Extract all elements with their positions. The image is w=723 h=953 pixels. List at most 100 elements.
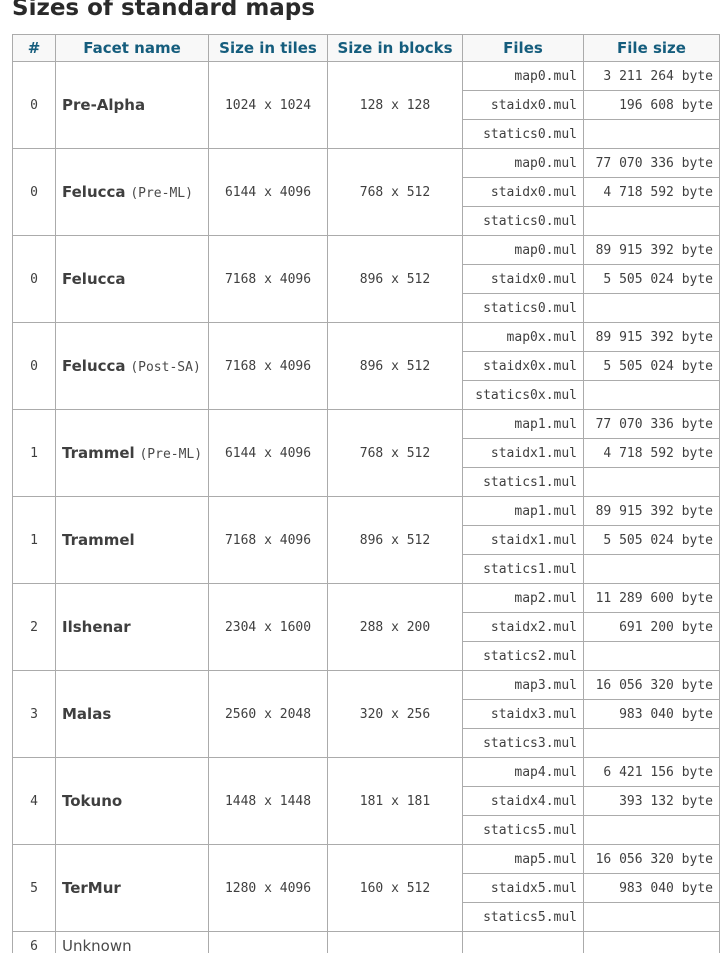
file-size-cell: 3 211 264 byte: [583, 61, 720, 92]
file-size-cell: 983 040 byte: [583, 699, 720, 730]
file-name-cell: map0.mul: [462, 235, 584, 266]
facet-subrow: 0 Pre-Alpha 1024 x 1024 128 x 128 map0.mul 3 …: [12, 61, 720, 150]
facet-subrow: statics0.mul: [13, 119, 720, 150]
facet-number-cell: 0: [12, 235, 56, 324]
facet-number-cell: 1: [12, 496, 56, 585]
facet-subrow: statics1.mul: [13, 554, 720, 585]
file-size-cell: 16 056 320 byte: [583, 844, 720, 875]
size-in-tiles-cell: [208, 931, 328, 953]
facet-subrow: 0 Felucca 7168 x 4096 896 x 512 map0.mul 89 9…: [12, 235, 720, 324]
facet-number-cell: 4: [12, 757, 56, 846]
facet-name-cell: Trammel (Pre-ML): [55, 409, 209, 498]
size-in-blocks-cell: 896 x 512: [327, 496, 463, 585]
file-size-cell: [583, 467, 720, 498]
file-name-cell: staidx0.mul: [462, 177, 584, 208]
facet-name-cell: Pre-Alpha: [55, 61, 209, 150]
facet-number-cell: 5: [12, 844, 56, 933]
header-files: Files: [462, 34, 584, 63]
size-in-blocks-cell: [327, 931, 463, 953]
size-in-blocks-cell: 768 x 512: [327, 148, 463, 237]
facet-subrow: 1 Trammel 7168 x 4096 896 x 512 map1.mul 89 9…: [12, 496, 720, 585]
facet-subrow: staidx0.mul 5 505 024 byte: [13, 264, 720, 295]
file-name-cell: staidx1.mul: [462, 525, 584, 556]
file-size-cell: [583, 641, 720, 672]
facet-subrow: staidx0.mul 4 718 592 byte: [13, 177, 720, 208]
file-size-cell: [583, 902, 720, 933]
facet-subrow: 3 Malas 2560 x 2048 320 x 256 map3.mul 16 056…: [12, 670, 720, 759]
header-facet-name: Facet name: [55, 34, 209, 63]
facet-subrow: staidx5.mul 983 040 byte: [13, 873, 720, 904]
file-size-cell: [583, 206, 720, 237]
file-name-cell: statics3.mul: [462, 728, 584, 759]
size-in-blocks-cell: 320 x 256: [327, 670, 463, 759]
size-in-blocks-cell: 896 x 512: [327, 235, 463, 324]
facet-subrow: statics2.mul: [13, 641, 720, 672]
size-in-tiles-cell: 2304 x 1600: [208, 583, 328, 672]
file-size-cell: [583, 380, 720, 411]
file-size-cell: 77 070 336 byte: [583, 148, 720, 179]
facet-name-cell: Malas: [55, 670, 209, 759]
facet-name: TerMur: [62, 879, 121, 898]
size-in-tiles-cell: 1448 x 1448: [208, 757, 328, 846]
file-size-cell: 89 915 392 byte: [583, 496, 720, 527]
page-title: Sizes of standard maps: [12, 0, 315, 21]
file-name-cell: statics1.mul: [462, 554, 584, 585]
file-name-cell: map1.mul: [462, 496, 584, 527]
table-header-row: # Facet name Size in tiles Size in block…: [12, 34, 720, 63]
facet-name-cell: Ilshenar: [55, 583, 209, 672]
facet-note: (Pre-ML): [130, 186, 193, 202]
facet-name-cell: TerMur: [55, 844, 209, 933]
facet-subrow: staidx1.mul 4 718 592 byte: [13, 438, 720, 469]
size-in-blocks-cell: 896 x 512: [327, 322, 463, 411]
facet-subrow: 1 Trammel (Pre-ML) 6144 x 4096 768 x 512 map…: [12, 409, 720, 498]
facet-name: Unknown: [62, 937, 132, 953]
facet-subrow: 0 Felucca (Pre-ML) 6144 x 4096 768 x 512 map…: [12, 148, 720, 237]
facet-subrow: staidx1.mul 5 505 024 byte: [13, 525, 720, 556]
facet-name: Felucca: [62, 270, 126, 289]
size-in-blocks-cell: 181 x 181: [327, 757, 463, 846]
header-size-in-blocks: Size in blocks: [327, 34, 463, 63]
facet-name: Pre-Alpha: [62, 96, 146, 115]
file-size-cell: 983 040 byte: [583, 873, 720, 904]
file-name-cell: staidx0x.mul: [462, 351, 584, 382]
facet-subrow: statics5.mul: [13, 902, 720, 933]
facet-name-cell: Felucca (Pre-ML): [55, 148, 209, 237]
file-size-cell: 77 070 336 byte: [583, 409, 720, 440]
size-in-tiles-cell: 1024 x 1024: [208, 61, 328, 150]
file-name-cell: staidx5.mul: [462, 873, 584, 904]
file-name-cell: statics5.mul: [462, 902, 584, 933]
facet-name: Trammel: [62, 444, 135, 463]
file-name-cell: [462, 931, 584, 953]
facet-note: (Pre-ML): [139, 447, 203, 463]
file-size-cell: 393 132 byte: [583, 786, 720, 817]
facet-subrow: statics0.mul: [13, 206, 720, 237]
facet-number-cell: 2: [12, 583, 56, 672]
file-size-cell: [583, 931, 720, 953]
facet-note: (Post-SA): [130, 360, 201, 376]
table-header: # Facet name Size in tiles Size in block…: [12, 34, 720, 63]
file-size-cell: [583, 554, 720, 585]
file-name-cell: statics0.mul: [462, 206, 584, 237]
facet-subrow: 0 Felucca (Post-SA) 7168 x 4096 896 x 512 ma…: [12, 322, 720, 411]
file-name-cell: staidx0.mul: [462, 90, 584, 121]
file-name-cell: statics0.mul: [462, 119, 584, 150]
size-in-tiles-cell: 6144 x 4096: [208, 409, 328, 498]
file-name-cell: map1.mul: [462, 409, 584, 440]
file-name-cell: staidx0.mul: [462, 264, 584, 295]
size-in-tiles-cell: 7168 x 4096: [208, 235, 328, 324]
file-size-cell: 89 915 392 byte: [583, 235, 720, 266]
file-size-cell: 11 289 600 byte: [583, 583, 720, 614]
facet-subrow: 4 Tokuno 1448 x 1448 181 x 181 map4.mul 6 421…: [12, 757, 720, 846]
facet-number-cell: 6: [12, 931, 56, 953]
facet-row-partial: 6 Unknown: [12, 931, 720, 953]
file-size-cell: 6 421 156 byte: [583, 757, 720, 788]
facet-number-cell: 3: [12, 670, 56, 759]
file-name-cell: statics2.mul: [462, 641, 584, 672]
header-num: #: [12, 34, 56, 63]
file-size-cell: 5 505 024 byte: [583, 525, 720, 556]
size-in-tiles-cell: 1280 x 4096: [208, 844, 328, 933]
facet-name: Tokuno: [62, 792, 123, 811]
file-size-cell: [583, 119, 720, 150]
